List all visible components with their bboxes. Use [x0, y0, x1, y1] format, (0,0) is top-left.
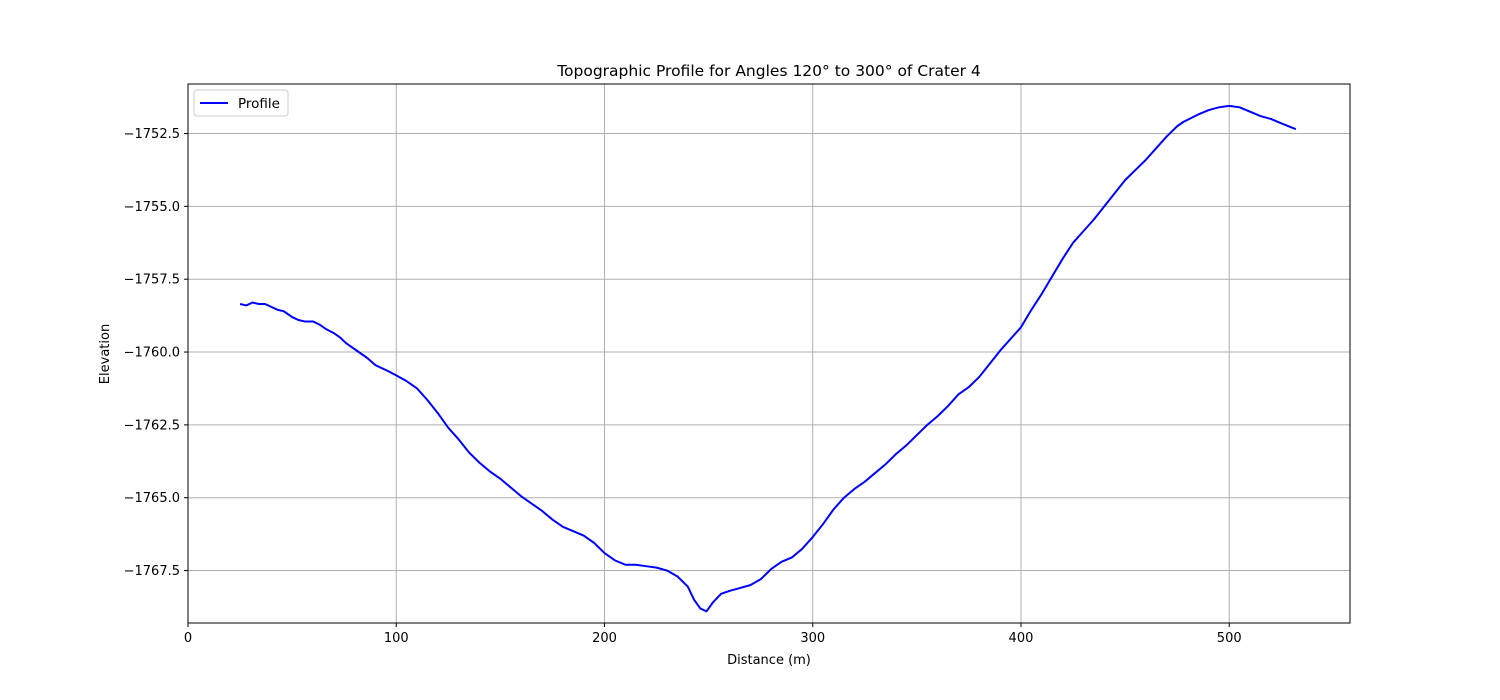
chart-title: Topographic Profile for Angles 120° to 3… [556, 62, 981, 80]
series-line-profile [239, 104, 1297, 613]
x-axis-label: Distance (m) [727, 653, 811, 668]
x-tick-label: 0 [184, 631, 192, 646]
x-tick-label: 100 [384, 631, 409, 646]
y-tick-label: −1760.0 [124, 346, 180, 361]
x-tick-label: 400 [1009, 631, 1034, 646]
series-layer [239, 104, 1297, 613]
plot-frame [187, 83, 1351, 624]
y-tick-label: −1767.5 [124, 564, 180, 579]
x-tick-label: 200 [592, 631, 617, 646]
y-tick-label: −1752.5 [124, 127, 180, 142]
x-tick-label: 500 [1217, 631, 1242, 646]
y-tick-label: −1762.5 [124, 418, 180, 433]
y-tick-label: −1757.5 [124, 273, 180, 288]
legend-label: Profile [238, 96, 280, 112]
y-axis: −1767.5 −1765.0 −1762.5 −1760.0 −1757.5 −1755… [124, 127, 188, 579]
y-tick-label: −1765.0 [124, 491, 180, 506]
x-tick-label: 300 [800, 631, 825, 646]
legend-box [193, 89, 289, 117]
y-axis-label: Elevation [98, 324, 113, 384]
x-axis: 0 100 200 300 400 500 [184, 623, 1242, 646]
grid [187, 84, 1350, 623]
legend: Profile [193, 89, 289, 117]
y-tick-label: −1755.0 [124, 200, 180, 215]
